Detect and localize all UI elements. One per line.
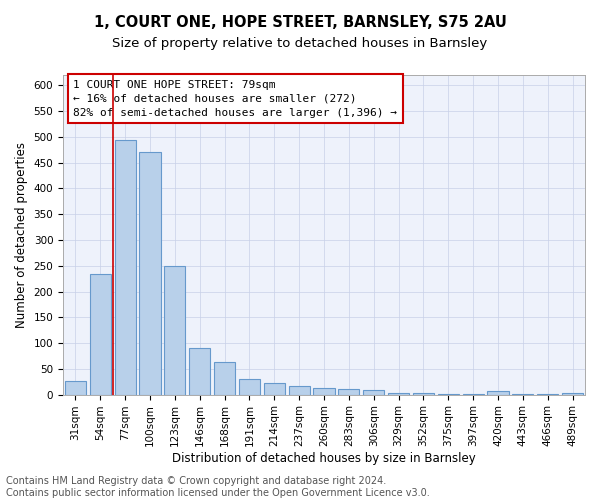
Text: 1 COURT ONE HOPE STREET: 79sqm
← 16% of detached houses are smaller (272)
82% of: 1 COURT ONE HOPE STREET: 79sqm ← 16% of … bbox=[73, 80, 397, 118]
Y-axis label: Number of detached properties: Number of detached properties bbox=[15, 142, 28, 328]
X-axis label: Distribution of detached houses by size in Barnsley: Distribution of detached houses by size … bbox=[172, 452, 476, 465]
Bar bbox=[115, 140, 136, 394]
Bar bbox=[338, 389, 359, 394]
Bar bbox=[388, 392, 409, 394]
Bar bbox=[139, 152, 161, 394]
Bar bbox=[264, 382, 285, 394]
Text: Contains HM Land Registry data © Crown copyright and database right 2024.
Contai: Contains HM Land Registry data © Crown c… bbox=[6, 476, 430, 498]
Bar bbox=[289, 386, 310, 394]
Bar bbox=[239, 379, 260, 394]
Bar bbox=[487, 391, 509, 394]
Bar bbox=[413, 393, 434, 394]
Bar bbox=[363, 390, 384, 394]
Bar bbox=[65, 380, 86, 394]
Bar bbox=[313, 388, 335, 394]
Bar bbox=[164, 266, 185, 394]
Bar bbox=[562, 393, 583, 394]
Bar bbox=[90, 274, 111, 394]
Text: 1, COURT ONE, HOPE STREET, BARNSLEY, S75 2AU: 1, COURT ONE, HOPE STREET, BARNSLEY, S75… bbox=[94, 15, 506, 30]
Bar bbox=[214, 362, 235, 394]
Text: Size of property relative to detached houses in Barnsley: Size of property relative to detached ho… bbox=[112, 38, 488, 51]
Bar bbox=[189, 348, 210, 395]
